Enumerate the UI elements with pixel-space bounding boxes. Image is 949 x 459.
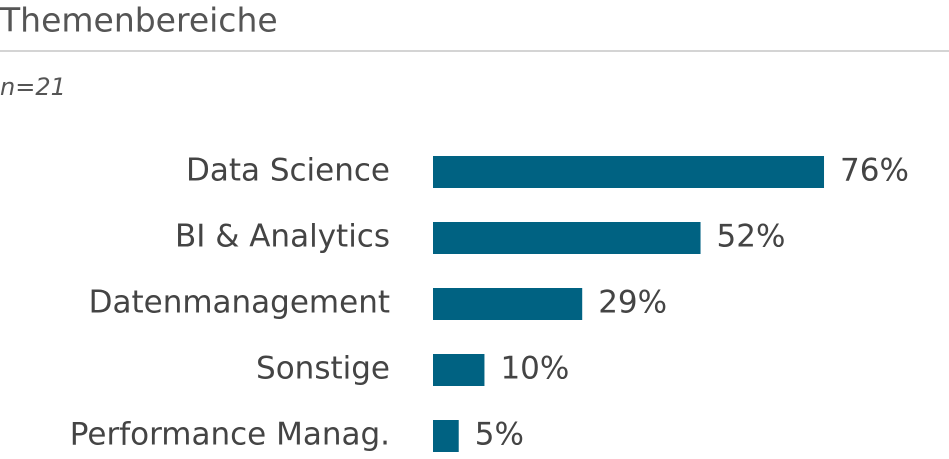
category-label: Sonstige bbox=[256, 351, 390, 387]
category-label: BI & Analytics bbox=[175, 219, 390, 255]
category-label: Datenmanagement bbox=[89, 285, 390, 321]
category-label: Data Science bbox=[186, 153, 390, 189]
bar bbox=[433, 222, 701, 254]
value-label: 76% bbox=[840, 153, 909, 189]
bar bbox=[433, 288, 583, 320]
value-label: 29% bbox=[598, 285, 667, 321]
bar bbox=[433, 156, 825, 188]
value-label: 10% bbox=[500, 351, 569, 387]
bar bbox=[433, 420, 459, 452]
value-label: 5% bbox=[475, 417, 524, 453]
bar bbox=[433, 354, 485, 386]
value-label: 52% bbox=[717, 219, 786, 255]
chart-title: Themenbereiche bbox=[0, 1, 278, 40]
chart-subtitle: n=21 bbox=[0, 73, 66, 101]
category-label: Performance Manag. bbox=[70, 417, 390, 453]
